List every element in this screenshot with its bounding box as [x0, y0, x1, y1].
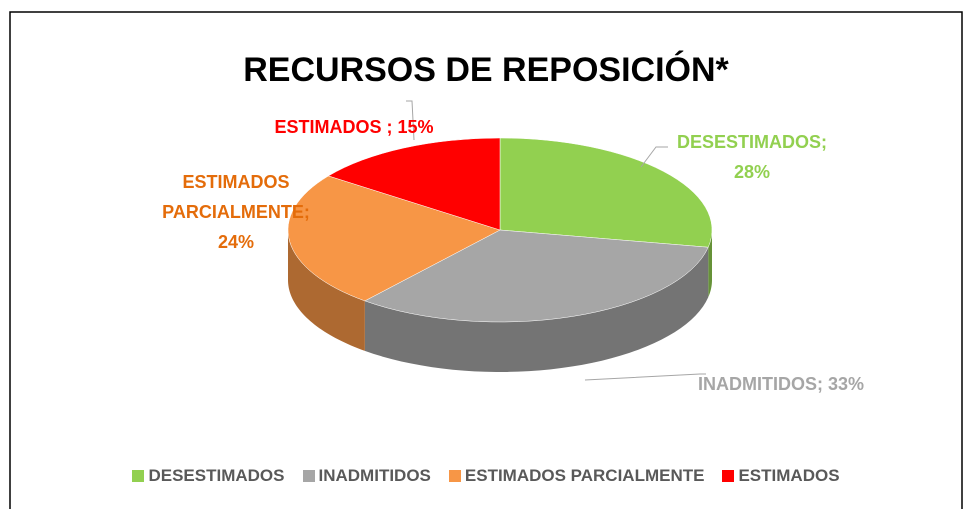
leader-line: [584, 373, 706, 381]
data-label: DESESTIMADOS; 28%: [676, 132, 827, 182]
slice: [327, 137, 501, 231]
legend-item: ESTIMADOS PARCIALMENTE: [448, 466, 705, 486]
leader-line: [406, 100, 415, 141]
legend: DESESTIMADOS INADMITIDOS ESTIMADOS PARCIAL…: [10, 466, 962, 486]
legend-label: INADMITIDOS: [318, 466, 431, 485]
slice: [287, 175, 501, 302]
legend-swatch: [302, 470, 315, 482]
frame: [9, 11, 963, 509]
pie: [287, 137, 713, 372]
legend-swatch: [132, 470, 145, 482]
legend-item: INADMITIDOS: [302, 466, 431, 486]
legend-swatch: [722, 470, 735, 482]
data-label: ESTIMADOS PARCIALMENTE; 24%: [162, 172, 310, 252]
legend-label: ESTIMADOS: [738, 466, 840, 485]
slice-side: [288, 230, 365, 351]
legend-item: ESTIMADOS: [722, 466, 840, 486]
data-label: INADMITIDOS; 33%: [697, 374, 865, 394]
chart-title: RECURSOS DE REPOSICIÓN*: [243, 51, 729, 89]
slice: [364, 229, 709, 323]
data-label: ESTIMADOS ; 15%: [274, 117, 434, 137]
slice-side: [364, 247, 709, 372]
legend-label: ESTIMADOS PARCIALMENTE: [464, 466, 705, 485]
legend-label: DESESTIMADOS: [148, 466, 285, 485]
legend-item: DESESTIMADOS: [132, 466, 285, 486]
legend-swatch: [448, 470, 461, 482]
leader-line: [640, 146, 668, 168]
slice: [499, 137, 713, 248]
slice-side: [708, 230, 712, 298]
